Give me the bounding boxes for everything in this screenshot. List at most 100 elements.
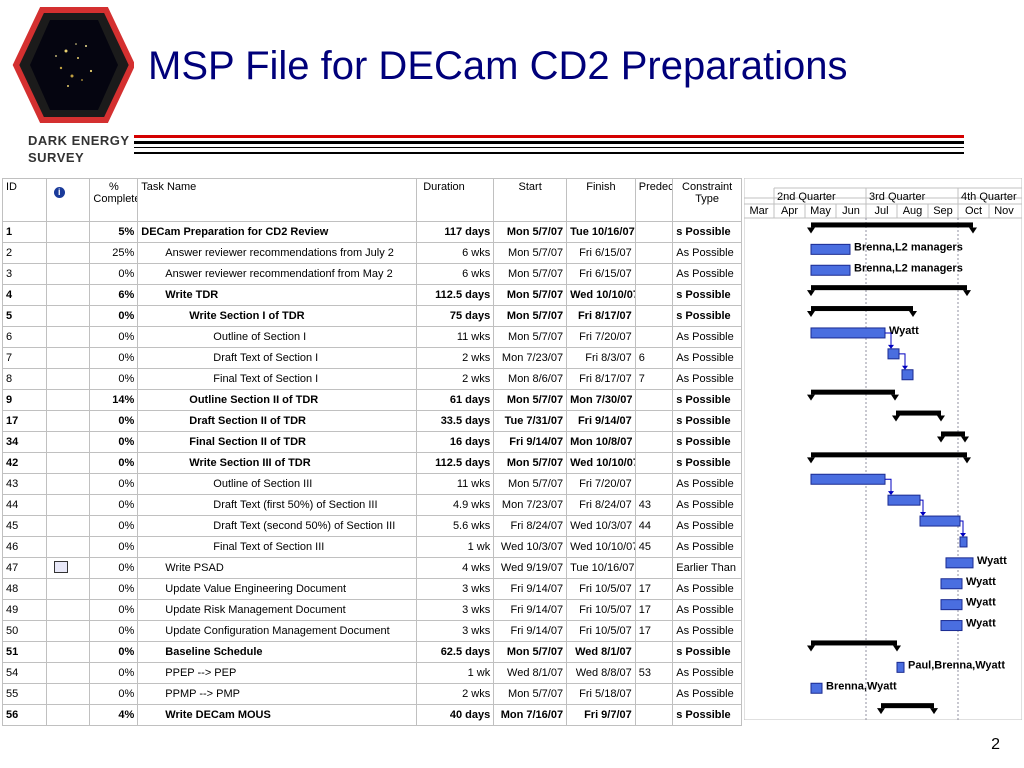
task-id[interactable]: 4 (2, 284, 47, 306)
task-name[interactable]: Draft Text of Section I (137, 347, 418, 369)
task-indicator[interactable] (45, 368, 91, 390)
task-duration[interactable]: 11 wks (416, 326, 495, 348)
task-row[interactable]: 42 0% Write Section III of TDR 112.5 days Mo… (2, 452, 742, 474)
task-indicator[interactable] (45, 242, 91, 264)
task-id[interactable]: 48 (2, 578, 47, 600)
task-name[interactable]: Write Section III of TDR (137, 452, 418, 474)
col-header-start[interactable]: Start (493, 178, 568, 222)
task-duration[interactable]: 11 wks (416, 473, 495, 495)
task-start[interactable]: Mon 5/7/07 (493, 242, 568, 264)
task-id[interactable]: 8 (2, 368, 47, 390)
task-start[interactable]: Wed 10/3/07 (493, 536, 568, 558)
task-start[interactable]: Mon 7/16/07 (493, 704, 568, 726)
task-id[interactable]: 43 (2, 473, 47, 495)
task-constraint-type[interactable]: As Possible (672, 599, 742, 621)
task-percent[interactable]: 0% (89, 452, 139, 474)
task-name[interactable]: DECam Preparation for CD2 Review (137, 221, 418, 243)
task-percent[interactable]: 0% (89, 473, 139, 495)
task-start[interactable]: Mon 5/7/07 (493, 452, 568, 474)
task-finish[interactable]: Wed 10/10/07 (566, 452, 636, 474)
task-row[interactable]: 3 0% Answer reviewer recommendationf from … (2, 263, 742, 285)
task-duration[interactable]: 16 days (416, 431, 495, 453)
task-duration[interactable]: 2 wks (416, 683, 495, 705)
task-predecessors[interactable] (634, 410, 674, 432)
task-row[interactable]: 6 0% Outline of Section I 11 wks Mon 5/7/07 F… (2, 326, 742, 348)
task-finish[interactable]: Fri 8/24/07 (566, 494, 636, 516)
task-row[interactable]: 8 0% Final Text of Section I 2 wks Mon 8/6/0… (2, 368, 742, 390)
task-start[interactable]: Mon 5/7/07 (493, 641, 568, 663)
task-name[interactable]: Outline Section II of TDR (137, 389, 418, 411)
task-finish[interactable]: Fri 9/7/07 (566, 704, 636, 726)
task-indicator[interactable] (45, 620, 91, 642)
task-finish[interactable]: Fri 5/18/07 (566, 683, 636, 705)
task-id[interactable]: 56 (2, 704, 47, 726)
task-finish[interactable]: Fri 6/15/07 (566, 242, 636, 264)
task-id[interactable]: 45 (2, 515, 47, 537)
task-percent[interactable]: 0% (89, 557, 139, 579)
task-percent[interactable]: 0% (89, 620, 139, 642)
col-header-duration[interactable]: Duration (416, 178, 495, 222)
task-name[interactable]: Write PSAD (137, 557, 418, 579)
task-predecessors[interactable] (634, 326, 674, 348)
task-row[interactable]: 55 0% PPMP --> PMP 2 wks Mon 5/7/07 Fri 5/18/… (2, 683, 742, 705)
task-id[interactable]: 5 (2, 305, 47, 327)
task-predecessors[interactable] (634, 242, 674, 264)
task-predecessors[interactable]: 44 (634, 515, 674, 537)
task-name[interactable]: Final Text of Section III (137, 536, 418, 558)
task-percent[interactable]: 0% (89, 326, 139, 348)
task-duration[interactable]: 112.5 days (416, 452, 495, 474)
task-row[interactable]: 34 0% Final Section II of TDR 16 days Fri 9/… (2, 431, 742, 453)
task-constraint-type[interactable]: s Possible (672, 389, 742, 411)
task-finish[interactable]: Fri 9/14/07 (566, 410, 636, 432)
task-constraint-type[interactable]: Earlier Than (672, 557, 742, 579)
task-finish[interactable]: Fri 7/20/07 (566, 473, 636, 495)
col-header-id[interactable]: ID (2, 178, 47, 222)
task-constraint-type[interactable]: As Possible (672, 494, 742, 516)
task-finish[interactable]: Fri 8/17/07 (566, 368, 636, 390)
task-duration[interactable]: 1 wk (416, 536, 495, 558)
task-id[interactable]: 1 (2, 221, 47, 243)
task-percent[interactable]: 4% (89, 704, 139, 726)
task-start[interactable]: Mon 5/7/07 (493, 221, 568, 243)
task-id[interactable]: 17 (2, 410, 47, 432)
task-indicator[interactable] (45, 305, 91, 327)
task-percent[interactable]: 0% (89, 662, 139, 684)
task-predecessors[interactable] (634, 431, 674, 453)
task-row[interactable]: 54 0% PPEP --> PEP 1 wk Wed 8/1/07 Wed 8/8/07… (2, 662, 742, 684)
task-id[interactable]: 55 (2, 683, 47, 705)
task-row[interactable]: 7 0% Draft Text of Section I 2 wks Mon 7/23/… (2, 347, 742, 369)
task-duration[interactable]: 2 wks (416, 347, 495, 369)
task-start[interactable]: Fri 9/14/07 (493, 431, 568, 453)
task-finish[interactable]: Fri 10/5/07 (566, 599, 636, 621)
task-percent[interactable]: 14% (89, 389, 139, 411)
task-constraint-type[interactable]: s Possible (672, 452, 742, 474)
task-row[interactable]: 2 25% Answer reviewer recommendations from… (2, 242, 742, 264)
task-id[interactable]: 42 (2, 452, 47, 474)
task-predecessors[interactable] (634, 641, 674, 663)
task-row[interactable]: 5 0% Write Section I of TDR 75 days Mon 5/7/… (2, 305, 742, 327)
task-name[interactable]: Write Section I of TDR (137, 305, 418, 327)
task-name[interactable]: PPEP --> PEP (137, 662, 418, 684)
task-constraint-type[interactable]: As Possible (672, 662, 742, 684)
task-predecessors[interactable]: 6 (634, 347, 674, 369)
task-constraint-type[interactable]: As Possible (672, 578, 742, 600)
task-predecessors[interactable] (634, 704, 674, 726)
task-row[interactable]: 4 6% Write TDR 112.5 days Mon 5/7/07 Wed 10/1… (2, 284, 742, 306)
task-constraint-type[interactable]: As Possible (672, 368, 742, 390)
task-finish[interactable]: Fri 10/5/07 (566, 620, 636, 642)
task-duration[interactable]: 3 wks (416, 578, 495, 600)
col-header-finish[interactable]: Finish (566, 178, 636, 222)
task-constraint-type[interactable]: As Possible (672, 515, 742, 537)
task-predecessors[interactable]: 17 (634, 578, 674, 600)
task-id[interactable]: 2 (2, 242, 47, 264)
task-finish[interactable]: Fri 6/15/07 (566, 263, 636, 285)
task-start[interactable]: Fri 8/24/07 (493, 515, 568, 537)
task-duration[interactable]: 75 days (416, 305, 495, 327)
task-finish[interactable]: Wed 8/1/07 (566, 641, 636, 663)
col-header-percent[interactable]: % Complete (89, 178, 139, 222)
task-name[interactable]: Answer reviewer recommendationf from May… (137, 263, 418, 285)
task-start[interactable]: Mon 5/7/07 (493, 305, 568, 327)
col-header-constraint-type[interactable]: Constraint Type (672, 178, 742, 222)
col-header-indicators[interactable]: i (45, 178, 91, 222)
task-name[interactable]: Answer reviewer recommendations from Jul… (137, 242, 418, 264)
